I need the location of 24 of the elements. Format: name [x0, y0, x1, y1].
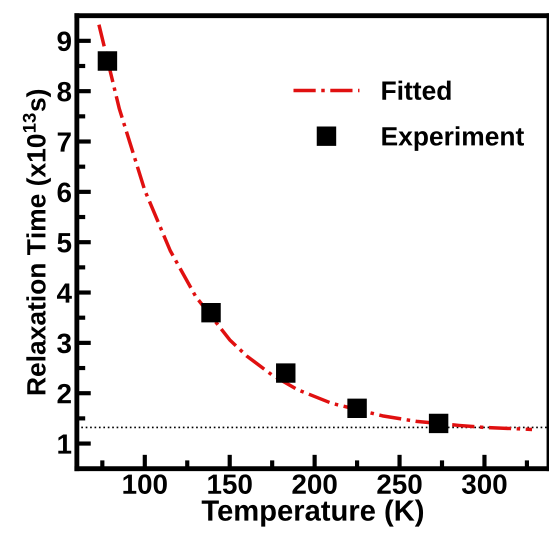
point: [98, 51, 118, 71]
point: [201, 302, 221, 322]
legend-label: Fitted: [382, 80, 451, 100]
y-tick-label: 1: [58, 434, 72, 454]
y-tick-label: 2: [58, 384, 71, 404]
x-axis-title: Temperature (K): [202, 499, 424, 527]
y-tick-label: 6: [58, 182, 71, 202]
y-tick-label: 3: [57, 334, 71, 354]
x-tick-label: 300: [462, 474, 506, 494]
x-tick-label: 150: [208, 474, 252, 494]
point: [347, 398, 367, 418]
legend-label: Experiment: [382, 126, 524, 151]
y-axis-title: Relaxation Time (x10$^{13}$s): [22, 90, 51, 394]
x-tick-label: 200: [292, 474, 337, 494]
y-tick-label: 7: [58, 132, 71, 152]
y-tick-label: 8: [57, 82, 72, 102]
line-series: [97, 22, 534, 432]
y-tick-label: 4: [56, 283, 72, 303]
x-tick-label: 250: [377, 474, 422, 494]
point: [276, 363, 296, 383]
point: [428, 414, 448, 434]
y-tick-label: 9: [58, 32, 71, 52]
y-tick-label: 5: [57, 233, 72, 253]
x-tick-label: 100: [123, 474, 167, 494]
